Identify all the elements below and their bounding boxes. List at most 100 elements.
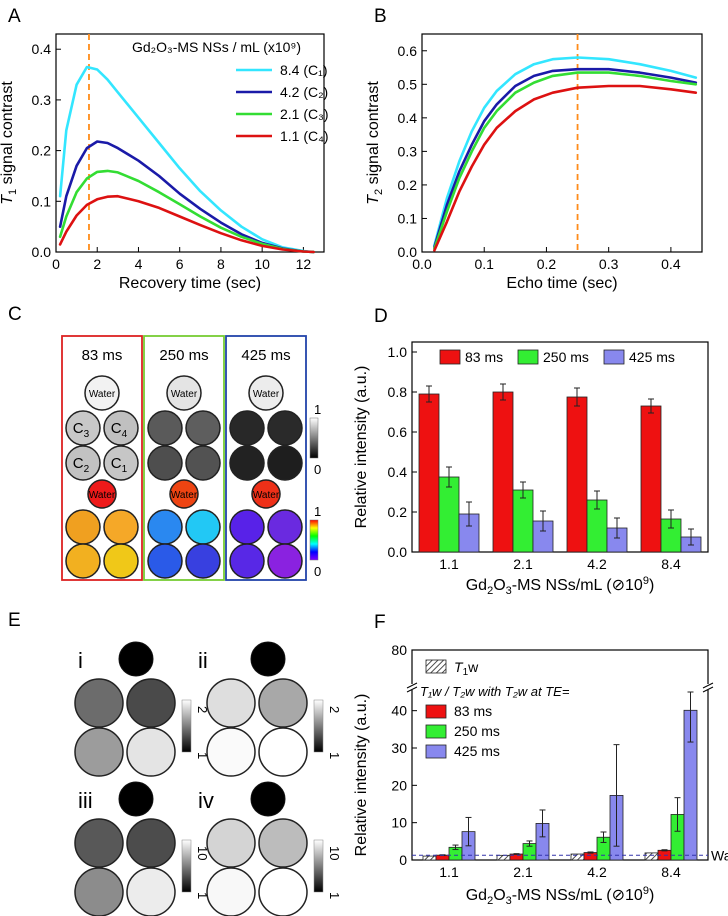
legend-entry: 1.1 (C₄): [280, 128, 329, 144]
sample-circle: [206, 818, 256, 868]
x-tick-label: 1.1: [439, 556, 459, 572]
water-sample-label: Water: [255, 795, 282, 806]
sample-circle: [258, 727, 308, 777]
x-tick-label: 6: [176, 256, 184, 272]
panel-label-F: F: [374, 612, 386, 633]
sample-circle: [126, 727, 176, 777]
legend-entry: 8.4 (C₁): [280, 62, 328, 78]
column-time-label: 425 ms: [241, 347, 290, 364]
y-axis-label-sub: 1: [7, 189, 19, 195]
xlabel-sub: 3: [506, 895, 512, 907]
y-tick-label: 0.6: [398, 43, 418, 59]
x-axis-label: Recovery time (sec): [119, 275, 261, 292]
sample-label-sub: 2: [84, 464, 90, 475]
sample-circle-t2: [185, 509, 221, 545]
sample-circle-t2: [103, 509, 139, 545]
axis-break-mark: [406, 686, 418, 693]
legend-swatch: [439, 349, 461, 365]
colorbar-max-label: 10: [327, 846, 342, 860]
water-sample-label: Water: [171, 389, 198, 400]
water-sample-label: Water: [255, 655, 282, 666]
colorbar-min-label: 0: [314, 462, 321, 477]
sample-circle-t2: [65, 543, 101, 579]
series-line-4.2: [433, 67, 698, 249]
sample-circle-t2: [103, 543, 139, 579]
y-axis-label-italic: T: [0, 194, 16, 205]
legend-swatch: [425, 704, 447, 719]
sample-circle: [74, 727, 124, 777]
y-tick-label: 40: [391, 703, 407, 719]
panel-label-D: D: [374, 306, 388, 327]
sample-circle: [206, 678, 256, 728]
water-sample-label: Water: [171, 490, 198, 501]
y-tick-label: 1.0: [388, 344, 408, 360]
y-tick-label: 0.4: [398, 110, 418, 126]
x-tick-label: 0.1: [474, 256, 494, 272]
x-tick-label: 0.3: [599, 256, 619, 272]
x-tick-label: 12: [296, 256, 312, 272]
colorbar-min-label: 1: [195, 892, 210, 899]
y-axis-label: T2 signal contrast: [365, 81, 385, 205]
series-line-2.1: [433, 71, 698, 250]
sample-label-sub: 3: [84, 429, 90, 440]
sample-circle-t2: [65, 509, 101, 545]
y-tick-label: 10: [391, 815, 407, 831]
image-column-frame: [143, 335, 225, 581]
bar: [512, 489, 534, 553]
xlabel-gd: Gd: [466, 887, 487, 904]
legend-entry: 425 ms: [454, 743, 500, 759]
axes-frame-D: [411, 341, 709, 553]
panel-label-C: C: [8, 304, 22, 325]
xlabel-o: O: [493, 577, 505, 594]
sample-circle-t2: [147, 543, 183, 579]
xlabel-gd: Gd: [466, 577, 487, 594]
bar: [640, 405, 662, 553]
sample-circle: [206, 727, 256, 777]
axes-frame-A: [55, 33, 325, 253]
group-roman-label: iii: [78, 788, 93, 813]
sample-circle-t1: [103, 445, 139, 481]
sample-circle-t1: [267, 445, 303, 481]
column-time-label: 250 ms: [159, 347, 208, 364]
legend-swatch-hatch: [425, 659, 447, 674]
sample-circle: [126, 818, 176, 868]
y-tick-label: 20: [391, 777, 407, 793]
y-tick-label: 0.4: [388, 464, 408, 480]
legend-sub: 1: [463, 667, 469, 678]
colorbar-min-label: 0: [314, 564, 321, 579]
y-tick-label: 0.3: [398, 143, 418, 159]
legend-entry: 250 ms: [454, 723, 500, 739]
x-tick-label: 4.2: [587, 556, 607, 572]
axis-break-mark: [702, 686, 714, 693]
series-line-1.1: [58, 194, 315, 254]
x-tick-label: 4.2: [587, 864, 607, 880]
x-tick-label: 2.1: [513, 556, 533, 572]
y-tick-label: 0.0: [398, 244, 418, 260]
axis-break-gap: [408, 684, 418, 690]
sample-label-letter: C: [111, 420, 122, 437]
y-axis-label: Relative intensity (a.u.): [353, 366, 370, 529]
sample-circle: [258, 818, 308, 868]
sample-label: C1: [111, 455, 128, 475]
legend-swatch: [603, 349, 625, 365]
xlabel-rest: -MS NSs/mL (⊘10: [512, 577, 643, 594]
group-roman-label: i: [78, 648, 83, 673]
sample-circle: [74, 818, 124, 868]
x-tick-label: 8: [217, 256, 225, 272]
legend-italic: T: [454, 659, 464, 675]
axis-break-gap: [703, 684, 713, 690]
grayscale-colorbar: [313, 699, 324, 753]
panel-label-A: A: [8, 6, 21, 27]
colorbar-min-label: 1: [195, 752, 210, 759]
x-tick-label: 0.2: [537, 256, 557, 272]
sample-circle-t1: [229, 445, 265, 481]
grayscale-colorbar: [181, 699, 192, 753]
water-reference-label: Water: [711, 847, 728, 863]
xlabel-end: ): [649, 577, 654, 594]
sample-circle-t1: [229, 410, 265, 446]
sample-label-letter: C: [73, 455, 84, 472]
legend-entry-t1w: T1w: [454, 659, 479, 678]
xlabel-exp: 9: [643, 885, 649, 897]
colorbar-max-label: 1: [314, 402, 321, 417]
